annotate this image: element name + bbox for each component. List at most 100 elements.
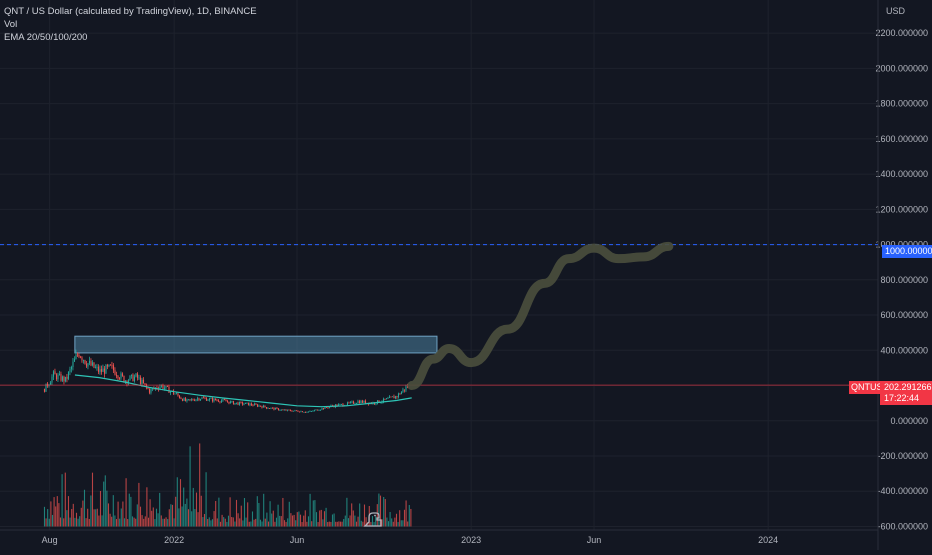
volume-bar (184, 503, 186, 527)
volume-bar (139, 506, 142, 527)
candle-body (151, 388, 154, 390)
candle-body (255, 403, 257, 405)
y-tick-label: -200.000000 (877, 451, 928, 461)
volume-bar (355, 521, 358, 527)
candle-body (75, 354, 77, 360)
volume-bar (287, 518, 289, 527)
candle-body (270, 407, 272, 409)
candle-body (253, 403, 256, 406)
volume-bar (114, 515, 116, 527)
candle-body (222, 398, 224, 401)
y-tick-label: 600.000000 (880, 310, 928, 320)
volume-bar (395, 513, 398, 527)
volume-bar (93, 509, 95, 527)
candle-body (279, 410, 281, 411)
volume-bar (63, 518, 65, 527)
volume-bar (163, 518, 166, 527)
volume-bar (91, 472, 94, 527)
volume-bar (96, 508, 98, 527)
candle-body (396, 396, 398, 397)
candle-body (66, 376, 68, 379)
candle-body (399, 393, 401, 395)
candle-body (247, 402, 250, 406)
volume-bar (149, 499, 151, 527)
volume-bar (98, 515, 100, 527)
symbol-title[interactable]: QNT / US Dollar (calculated by TradingVi… (4, 6, 257, 17)
volume-bar (347, 518, 350, 527)
candle-body (231, 401, 233, 402)
candle-body (204, 397, 206, 399)
tradingview-dino-icon[interactable] (363, 508, 385, 533)
candle-body (322, 408, 325, 409)
ema-indicator-label[interactable]: EMA 20/50/100/200 (4, 32, 88, 43)
candle-body (276, 407, 278, 409)
volume-bar (298, 511, 300, 527)
candle-body (106, 365, 109, 367)
volume-bar (197, 512, 199, 527)
volume-bar (48, 518, 50, 527)
volume-bar (187, 509, 190, 527)
candle-body (310, 411, 313, 412)
volume-bar (66, 510, 68, 527)
candle-body (351, 401, 353, 403)
candle-body (79, 356, 82, 358)
volume-bar (327, 522, 329, 527)
x-tick-label: 2023 (461, 535, 481, 545)
volume-bar (275, 517, 278, 527)
candle-body (249, 403, 251, 406)
volume-bar (346, 497, 348, 527)
volume-bar (232, 517, 234, 527)
candle-body (117, 375, 119, 379)
candle-body (100, 369, 103, 372)
candle-body (135, 373, 137, 377)
volume-bar (365, 517, 367, 527)
volume-bar (400, 520, 402, 527)
volume-bar (179, 479, 182, 527)
candle-body (64, 376, 67, 382)
volume-bar (322, 519, 324, 527)
y-tick-label: 400.000000 (880, 345, 928, 355)
candle-body (261, 406, 263, 408)
volume-bar (280, 516, 282, 527)
candle-body (342, 404, 344, 406)
volume-bar (282, 497, 284, 527)
candle-body (159, 386, 161, 390)
volume-bar (290, 513, 292, 527)
y-tick-label: 1400.000000 (875, 169, 928, 179)
candle-body (229, 401, 232, 404)
volume-bar (106, 490, 108, 527)
volume-bar (191, 511, 193, 527)
countdown-label: 17:22:44 (884, 393, 920, 403)
volume-bar (219, 521, 222, 527)
volume-bar (293, 514, 295, 527)
volume-bar (379, 495, 382, 527)
volume-bar (111, 516, 113, 527)
candle-body (105, 365, 107, 374)
volume-indicator-label[interactable]: Vol (4, 19, 18, 30)
candle-body (298, 411, 301, 413)
candle-body (288, 409, 290, 411)
candle-body (108, 364, 110, 367)
volume-bar (331, 514, 334, 527)
candle-body (189, 399, 191, 401)
volume-bar (125, 478, 127, 527)
candle-body (238, 401, 241, 405)
y-tick-label: 1200.000000 (875, 204, 928, 214)
volume-bar (207, 519, 209, 527)
volume-bar (59, 517, 62, 527)
candle-body (165, 385, 167, 388)
candle-body (160, 385, 163, 387)
candle-body (321, 408, 323, 410)
x-tick-label: Jun (587, 535, 602, 545)
candle-body (72, 361, 74, 367)
current-price-tag: 202.291266 17:22:44 (880, 381, 932, 405)
candle-body (169, 391, 172, 393)
volume-bar (263, 493, 265, 527)
volume-bar (58, 503, 60, 527)
volume-bar (323, 511, 326, 527)
volume-bar (243, 498, 246, 527)
candle-body (283, 409, 286, 411)
volume-bar (397, 522, 399, 527)
